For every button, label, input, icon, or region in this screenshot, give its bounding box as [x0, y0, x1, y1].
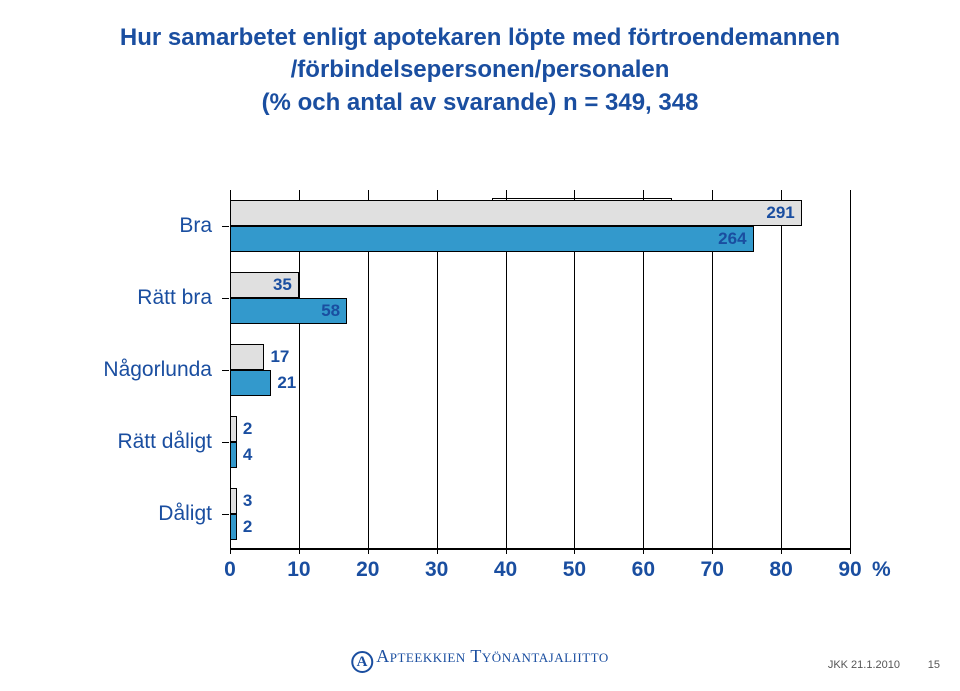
x-tick-label: 10: [287, 548, 310, 582]
y-tick: [222, 226, 229, 227]
y-tick: [222, 370, 229, 371]
bar-value: 35: [273, 275, 292, 295]
bar: 264: [230, 226, 754, 252]
y-tick: [222, 514, 229, 515]
x-tick-label: 50: [563, 548, 586, 582]
title-line-1: Hur samarbetet enligt apotekaren löpte m…: [0, 22, 960, 54]
x-tick-label: 90: [838, 548, 861, 582]
bar-value: 264: [718, 229, 746, 249]
category-label: Rätt bra: [137, 286, 230, 310]
bar: 17: [230, 344, 264, 370]
page-number: 15: [928, 659, 940, 671]
category-row: Dåligt32: [230, 478, 850, 550]
plot-area: 20082009 0102030405060708090Bra291264Rät…: [230, 190, 850, 550]
bar: 58: [230, 298, 347, 324]
x-tick-label: 30: [425, 548, 448, 582]
footer-logo-text: Apteekkien Työnantajaliitto: [376, 646, 608, 666]
category-row: Rätt dåligt24: [230, 406, 850, 478]
bar-value: 291: [766, 203, 794, 223]
category-label: Dåligt: [158, 502, 230, 526]
category-label: Rätt dåligt: [117, 430, 230, 454]
y-tick: [222, 298, 229, 299]
category-row: Bra291264: [230, 190, 850, 262]
y-tick: [222, 442, 229, 443]
bar: 4: [230, 442, 237, 468]
bar: 35: [230, 272, 299, 298]
bar-value: 4: [243, 445, 252, 465]
category-label: Någorlunda: [103, 358, 230, 382]
bar-value: 2: [243, 517, 252, 537]
footer-date: JKK 21.1.2010: [828, 659, 900, 671]
bar-value: 2: [243, 419, 252, 439]
chart: 20082009 0102030405060708090Bra291264Rät…: [70, 190, 890, 590]
title-line-2: /förbindelsepersonen/personalen: [0, 54, 960, 86]
bar-value: 3: [243, 491, 252, 511]
bar: 291: [230, 200, 802, 226]
x-tick-label: 0: [224, 548, 236, 582]
title-line-3: (% och antal av svarande) n = 349, 348: [0, 87, 960, 119]
bar: 2: [230, 416, 237, 442]
category-row: Någorlunda1721: [230, 334, 850, 406]
bar-value: 21: [277, 373, 296, 393]
x-tick-label: 80: [769, 548, 792, 582]
category-row: Rätt bra3558: [230, 262, 850, 334]
gridline: [850, 190, 851, 548]
footer-logo: AApteekkien Työnantajaliitto: [351, 646, 608, 674]
x-tick-label: 60: [632, 548, 655, 582]
chart-title: Hur samarbetet enligt apotekaren löpte m…: [0, 0, 960, 119]
bar: 3: [230, 488, 237, 514]
x-tick-label: 70: [701, 548, 724, 582]
percent-symbol: %: [872, 558, 891, 582]
logo-icon: A: [351, 651, 373, 673]
bar: 21: [230, 370, 271, 396]
bar-value: 17: [270, 347, 289, 367]
x-tick-label: 20: [356, 548, 379, 582]
x-tick-label: 40: [494, 548, 517, 582]
bar-value: 58: [321, 301, 340, 321]
bar: 2: [230, 514, 237, 540]
